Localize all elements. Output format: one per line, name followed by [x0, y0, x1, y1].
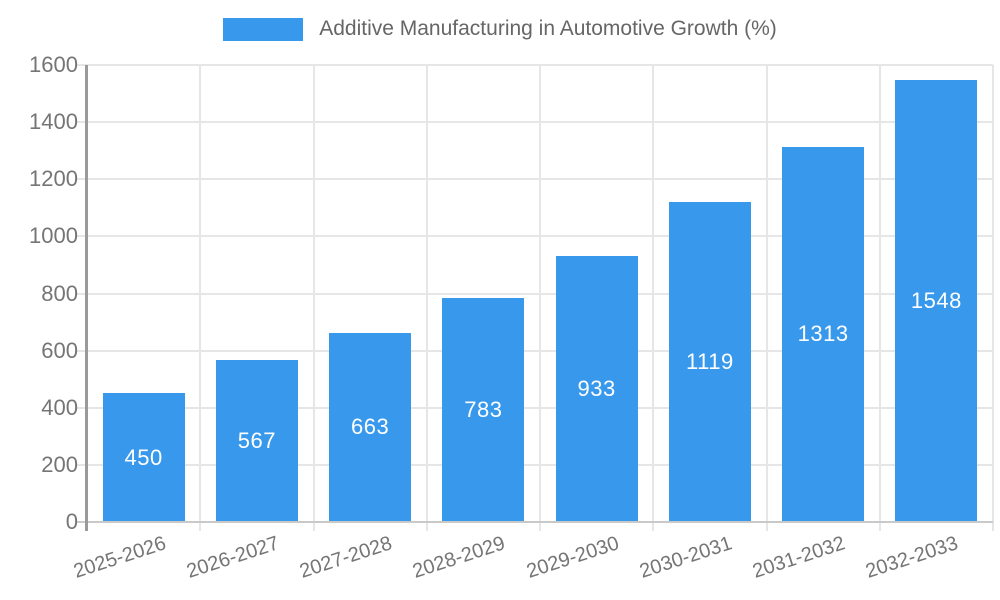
y-tick-label: 1000 — [29, 223, 78, 249]
bar-2027-2028: 663 — [329, 332, 412, 522]
chart-legend[interactable]: Additive Manufacturing in Automotive Gro… — [0, 17, 1000, 41]
gridline-y-600 — [77, 349, 993, 352]
chart-title: Additive Manufacturing in Automotive Gro… — [319, 17, 777, 40]
gridline-y-800 — [77, 292, 993, 295]
bar-2032-2033: 1548 — [895, 79, 978, 522]
bar-2025-2026: 450 — [102, 393, 185, 522]
y-tick-label: 200 — [41, 451, 78, 477]
y-tick-label: 600 — [41, 337, 78, 363]
bar-2026-2027: 567 — [215, 360, 298, 522]
gridline-x-5 — [652, 65, 655, 531]
x-tick-label-2029-2030: 2029-2030 — [523, 532, 622, 583]
x-tick-label-2032-2033: 2032-2033 — [863, 532, 962, 583]
gridline-x-3 — [425, 65, 428, 531]
gridline-y-1600 — [77, 64, 993, 66]
bar-2029-2030: 933 — [555, 255, 638, 522]
x-tick-label-2025-2026: 2025-2026 — [70, 532, 169, 583]
bar-2030-2031: 1119 — [668, 202, 751, 522]
y-tick-label: 1200 — [29, 166, 78, 192]
x-tick-label-2027-2028: 2027-2028 — [297, 532, 395, 583]
bar-value-label: 1119 — [686, 349, 734, 375]
gridline-x-4 — [539, 65, 541, 531]
y-tick-label: 0 — [65, 509, 78, 534]
gridline-y-0 — [77, 521, 993, 523]
gridline-x-1 — [199, 65, 202, 531]
legend-swatch — [223, 17, 304, 41]
x-tick-label-2030-2031: 2030-2031 — [636, 532, 735, 583]
y-tick-label: 1600 — [29, 52, 78, 77]
x-tick-label-2026-2027: 2026-2027 — [183, 532, 282, 583]
gridline-y-400 — [77, 406, 993, 409]
plot-area: 450 567 663 783 933 1119 1313 1548 — [77, 64, 994, 531]
gridline-x-2 — [312, 65, 315, 531]
bar-2028-2029: 783 — [442, 298, 525, 522]
gridline-x-6 — [765, 65, 768, 531]
y-axis-line — [85, 65, 88, 531]
y-tick-label: 1400 — [29, 109, 78, 135]
gridline-y-200 — [77, 463, 993, 466]
gridline-y-1400 — [77, 121, 993, 124]
x-tick-label-2028-2029: 2028-2029 — [410, 532, 509, 583]
gridline-y-1000 — [77, 235, 993, 238]
x-tick-label-2031-2032: 2031-2032 — [750, 532, 848, 583]
bar-value-label: 450 — [124, 444, 163, 470]
bar-value-label: 783 — [464, 397, 503, 423]
gridline-x-7 — [878, 65, 881, 531]
y-tick-label: 400 — [41, 394, 78, 420]
bar-value-label: 567 — [237, 428, 276, 454]
bar-value-label: 1313 — [797, 321, 849, 347]
bar-2031-2032: 1313 — [782, 146, 865, 522]
gridline-y-1200 — [77, 178, 993, 181]
y-tick-label: 800 — [41, 280, 78, 306]
gridline-x-8 — [992, 65, 994, 531]
bar-value-label: 1548 — [910, 287, 962, 313]
bar-value-label: 933 — [577, 375, 616, 401]
bar-value-label: 663 — [351, 414, 390, 440]
